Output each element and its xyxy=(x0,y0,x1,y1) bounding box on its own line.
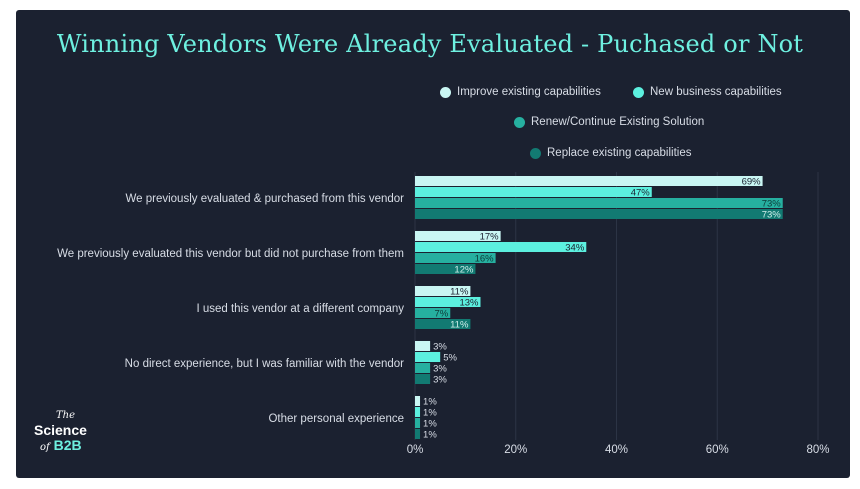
data-label: 47% xyxy=(631,188,651,199)
bar xyxy=(415,352,441,362)
category-label: We previously evaluated this vendor but … xyxy=(57,248,404,260)
legend-item: Renew/Continue Existing Solution xyxy=(514,116,704,128)
legend-item: Replace existing capabilities xyxy=(530,147,691,159)
x-tick-label: 0% xyxy=(407,444,424,456)
legend-item: New business capabilities xyxy=(633,86,782,98)
data-label: 11% xyxy=(450,320,469,331)
data-label: 1% xyxy=(423,408,437,419)
data-label: 13% xyxy=(459,298,479,309)
data-label: 73% xyxy=(762,199,782,210)
data-label: 34% xyxy=(565,243,585,254)
data-label: 5% xyxy=(443,353,457,364)
bar xyxy=(415,341,431,351)
bar xyxy=(415,253,496,263)
category-label: We previously evaluated & purchased from… xyxy=(126,193,405,205)
category-label: No direct experience, but I was familiar… xyxy=(125,358,404,370)
bar xyxy=(415,374,431,384)
data-label: 3% xyxy=(433,364,447,375)
bar xyxy=(415,319,471,329)
bar xyxy=(415,264,476,274)
data-label: 11% xyxy=(450,287,469,298)
science-of-b2b-logo: The Science of B2B xyxy=(34,410,87,453)
legend-label: Replace existing capabilities xyxy=(547,147,692,159)
data-label: 73% xyxy=(762,210,782,221)
bar xyxy=(415,187,652,197)
legend-label: New business capabilities xyxy=(650,86,782,98)
legend-swatch xyxy=(440,86,451,98)
bar xyxy=(415,308,451,318)
x-tick-label: 40% xyxy=(605,444,628,456)
bar xyxy=(415,198,783,208)
data-label: 1% xyxy=(423,397,437,408)
legend-item: Improve existing capabilities xyxy=(440,86,601,98)
data-label: 1% xyxy=(423,430,437,441)
data-label: 16% xyxy=(475,254,495,265)
data-label: 3% xyxy=(433,342,447,353)
data-label: 1% xyxy=(423,419,437,430)
x-tick-label: 20% xyxy=(504,444,527,456)
bar xyxy=(415,286,471,296)
legend-swatch xyxy=(530,147,541,159)
data-label: 12% xyxy=(454,265,474,276)
data-label: 7% xyxy=(435,309,449,320)
bar xyxy=(415,429,421,439)
x-tick-label: 60% xyxy=(706,444,729,456)
bar xyxy=(415,176,763,186)
bar xyxy=(415,297,481,307)
data-label: 69% xyxy=(742,177,762,188)
legend-swatch xyxy=(633,86,644,98)
bar xyxy=(415,407,421,417)
data-label: 3% xyxy=(433,375,447,386)
category-label: Other personal experience xyxy=(268,413,404,425)
legend-swatch xyxy=(514,116,525,128)
bar xyxy=(415,418,421,428)
category-label: I used this vendor at a different compan… xyxy=(196,303,404,315)
legend-label: Improve existing capabilities xyxy=(457,86,601,98)
bar xyxy=(415,396,421,406)
chart-title: Winning Vendors Were Already Evaluated -… xyxy=(56,30,804,58)
data-label: 17% xyxy=(480,232,500,243)
bar xyxy=(415,231,501,241)
bar xyxy=(415,209,783,219)
legend-label: Renew/Continue Existing Solution xyxy=(531,116,705,128)
bar xyxy=(415,242,587,252)
bar xyxy=(415,363,431,373)
x-tick-label: 80% xyxy=(806,444,829,456)
